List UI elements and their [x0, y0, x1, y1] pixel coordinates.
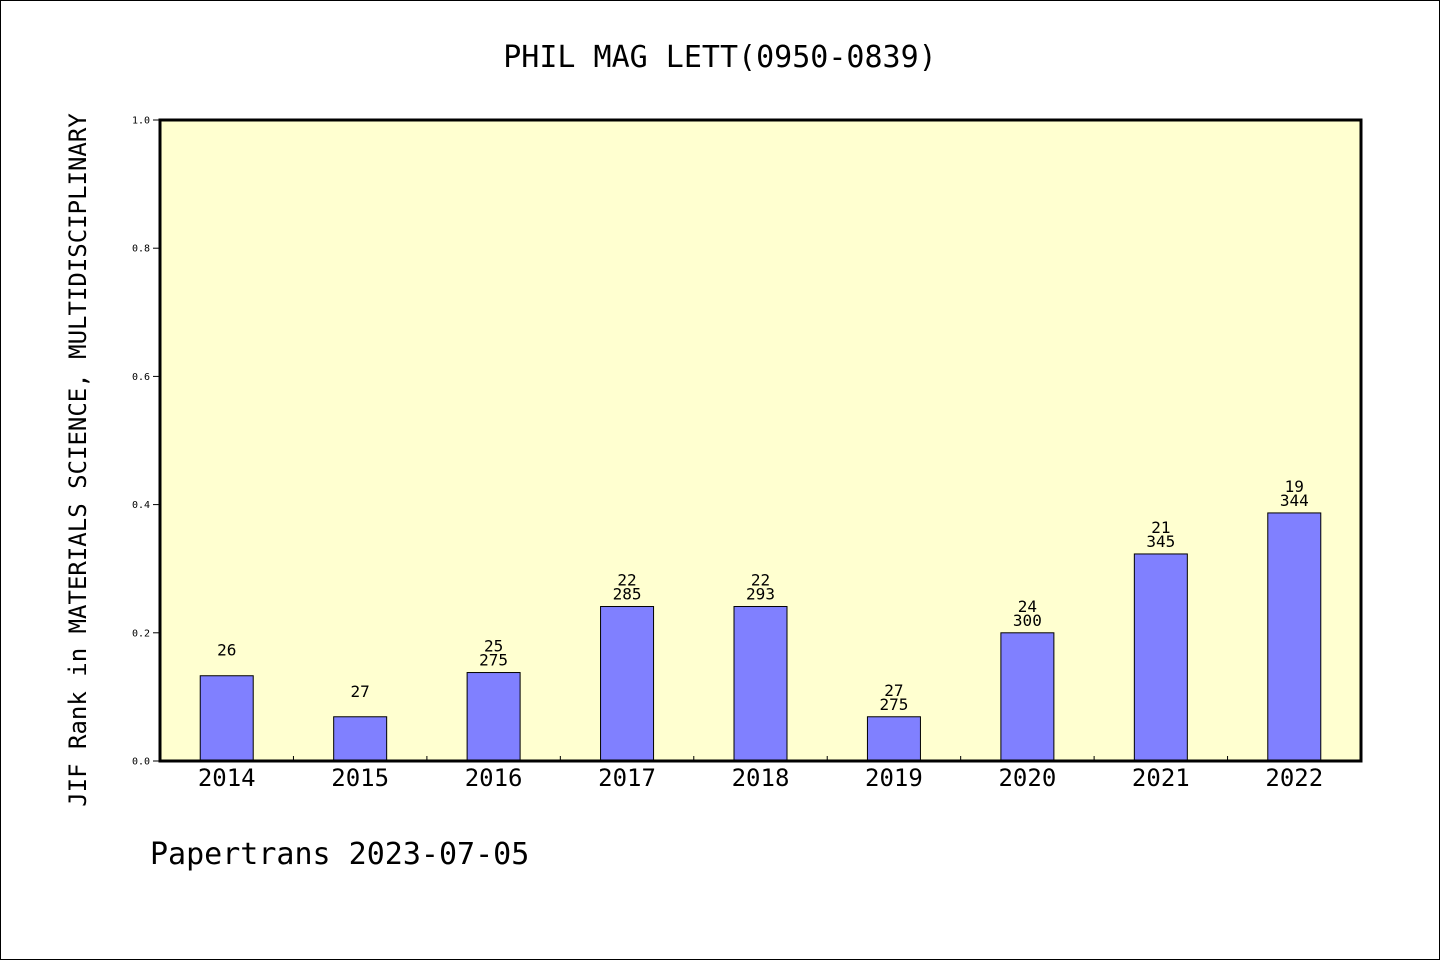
data-label-total: 345: [1146, 532, 1175, 551]
data-label-rank: 19: [1285, 477, 1304, 496]
x-tick-label: 2020: [998, 764, 1056, 792]
chart-marks: 0.00.20.40.60.81.02014262015272016252752…: [132, 116, 1323, 793]
data-label-rank: 27: [351, 682, 370, 701]
chart-title: PHIL MAG LETT(0950-0839): [503, 40, 936, 75]
x-tick-label: 2015: [331, 764, 389, 792]
bar: [600, 606, 655, 762]
y-tick-label: 0.6: [132, 372, 150, 383]
x-tick-label: 2016: [465, 764, 523, 792]
plot-border: [158, 118, 1363, 763]
data-label-total: 275: [479, 651, 508, 670]
data-label-rank: 22: [751, 571, 770, 590]
bar: [733, 606, 788, 762]
bar: [333, 716, 388, 762]
bar: [199, 675, 254, 762]
data-label-rank: 22: [617, 571, 636, 590]
y-tick-label: 0.4: [132, 500, 150, 511]
x-tick-label: 2018: [732, 764, 790, 792]
x-tick-label: 2021: [1132, 764, 1190, 792]
bar: [866, 716, 921, 762]
data-label-total: 344: [1280, 491, 1309, 510]
data-label-rank: 27: [884, 681, 903, 700]
footer-credit: Papertrans 2023-07-05: [150, 837, 529, 872]
data-label-rank: 21: [1151, 518, 1170, 537]
bar: [466, 672, 521, 762]
data-label-total: 275: [879, 695, 908, 714]
y-axis-label: JIF Rank in MATERIALS SCIENCE, MULTIDISC…: [64, 113, 92, 807]
data-label-rank: 25: [484, 637, 503, 656]
data-label-total: 300: [1013, 611, 1042, 630]
y-tick-label: 0.2: [132, 628, 150, 639]
x-tick-label: 2022: [1265, 764, 1323, 792]
y-tick-label: 0.8: [132, 244, 150, 255]
data-label-total: 293: [746, 585, 775, 604]
data-label-rank: 24: [1018, 597, 1037, 616]
bar: [1133, 553, 1188, 762]
data-label-total: 285: [613, 585, 642, 604]
bar: [1267, 512, 1322, 762]
x-tick-label: 2014: [198, 764, 256, 792]
y-tick-label: 0.0: [132, 757, 150, 768]
data-label-rank: 26: [217, 641, 236, 660]
y-tick-label: 1.0: [132, 116, 150, 127]
bar: [1000, 632, 1055, 762]
x-tick-label: 2017: [598, 764, 656, 792]
x-tick-label: 2019: [865, 764, 923, 792]
